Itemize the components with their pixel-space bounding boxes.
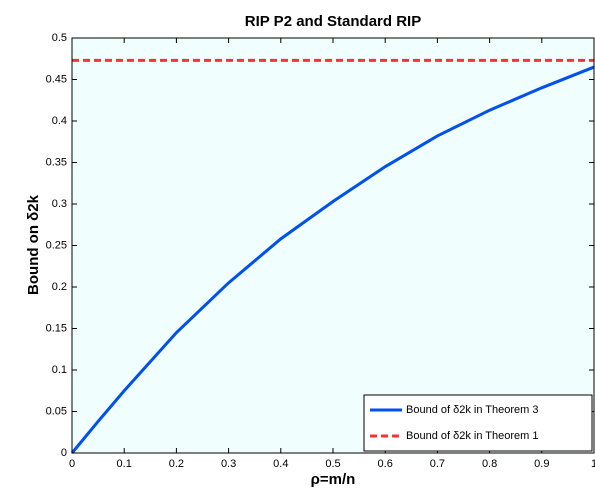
x-tick-label: 0.5 [325,458,340,470]
y-tick-label: 0.35 [46,156,67,168]
y-tick-label: 0.4 [52,115,67,127]
y-axis-label: Bound on δ2k [25,194,42,295]
series-line [70,65,595,454]
x-tick-label: 0.9 [534,458,549,470]
x-tick-label: 0.8 [482,458,497,470]
legend-label: Bound of δ2k in Theorem 1 [406,430,539,442]
y-tick-label: 0.15 [46,322,67,334]
x-tick-label: 0 [69,458,75,470]
y-tick-label: 0.1 [52,364,67,376]
y-tick-label: 0.2 [52,281,67,293]
x-tick-label: 0.3 [221,458,236,470]
x-tick-label: 0.2 [169,458,184,470]
legend-label: Bound of δ2k in Theorem 3 [406,404,539,416]
x-tick-label: 0.6 [378,458,393,470]
y-tick-label: 0 [61,447,67,459]
y-tick-label: 0.25 [46,239,67,251]
x-tick-label: 0.4 [273,458,288,470]
legend-box [363,394,593,452]
plot-background [72,38,594,453]
x-tick-label: 0.1 [117,458,132,470]
y-tick-label: 0.5 [52,32,67,44]
y-tick-label: 0.05 [46,405,67,417]
y-tick-label: 0.45 [46,73,67,85]
x-tick-label: 1 [591,458,595,470]
x-tick-label: 0.7 [430,458,445,470]
x-axis-label: ρ=m/n [311,471,356,488]
chart-title: RIP P2 and Standard RIP [245,13,421,30]
y-tick-label: 0.3 [52,198,67,210]
plot-frame [71,37,595,454]
